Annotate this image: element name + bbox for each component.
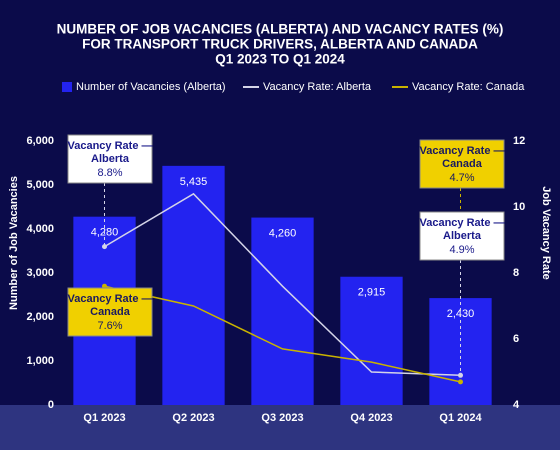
axis-band: [0, 405, 560, 450]
annotation-box: [419, 139, 505, 189]
y-axis-title: Number of Job Vacancies: [8, 176, 20, 310]
bar: [340, 276, 403, 405]
x-tick-label: Q1 2023: [83, 412, 125, 424]
x-tick-label: Q4 2023: [350, 412, 392, 424]
annotation-point: [458, 372, 463, 378]
x-tick-label: Q2 2023: [172, 412, 214, 424]
y-tick-label: 6,000: [26, 135, 54, 147]
annotation-title: Vacancy Rate —: [420, 217, 505, 229]
y2-tick-label: 10: [513, 201, 525, 213]
legend-label: Vacancy Rate: Alberta: [263, 81, 372, 93]
bar-value-label: 2,915: [358, 287, 386, 299]
annotation-subtitle: Canada: [442, 158, 483, 170]
legend-label: Number of Vacancies (Alberta): [76, 81, 226, 93]
annotation-point: [102, 283, 107, 289]
bar: [251, 217, 314, 405]
annotation-title: Vacancy Rate —: [68, 140, 153, 152]
x-tick-label: Q1 2024: [439, 412, 482, 424]
annotation-title: Vacancy Rate —: [68, 293, 153, 305]
bar-value-label: 2,430: [447, 308, 475, 320]
y2-tick-label: 4: [513, 399, 520, 411]
y-tick-label: 4,000: [26, 223, 54, 235]
y2-tick-label: 12: [513, 135, 525, 147]
annotation-title: Vacancy Rate —: [420, 145, 505, 157]
bar-value-label: 5,435: [180, 176, 208, 188]
annotation-subtitle: Canada: [90, 306, 131, 318]
chart-title: NUMBER OF JOB VACANCIES (ALBERTA) AND VA…: [57, 22, 504, 37]
rate-line: [104, 285, 461, 383]
y2-tick-label: 6: [513, 333, 519, 345]
x-tick-label: Q3 2023: [261, 412, 303, 424]
annotation-box: [67, 287, 153, 337]
y2-tick-label: 8: [513, 267, 519, 279]
annotation-value: 7.6%: [97, 320, 122, 332]
annotation-subtitle: Alberta: [443, 230, 482, 242]
legend-swatch: [62, 82, 72, 92]
rate-line: [104, 192, 461, 377]
annotation-box: [67, 134, 153, 184]
annotation-value: 8.8%: [97, 167, 122, 179]
y-tick-label: 0: [48, 399, 54, 411]
chart-title: Q1 2023 TO Q1 2024: [215, 52, 345, 67]
y2-axis-title: Job Vacancy Rate: [540, 186, 552, 280]
legend-label: Vacancy Rate: Canada: [412, 81, 525, 93]
y-tick-label: 1,000: [26, 355, 54, 367]
y-tick-label: 2,000: [26, 311, 54, 323]
annotation-value: 4.7%: [449, 172, 474, 184]
annotation-box: [419, 211, 505, 261]
bar: [162, 165, 225, 405]
annotation-point: [458, 379, 463, 385]
bar-value-label: 4,260: [269, 227, 297, 239]
chart-title: FOR TRANSPORT TRUCK DRIVERS, ALBERTA AND…: [82, 37, 478, 52]
annotation-value: 4.9%: [449, 244, 474, 256]
y-tick-label: 3,000: [26, 267, 54, 279]
annotation-subtitle: Alberta: [91, 153, 130, 165]
y-tick-label: 5,000: [26, 179, 54, 191]
annotation-point: [102, 244, 107, 250]
